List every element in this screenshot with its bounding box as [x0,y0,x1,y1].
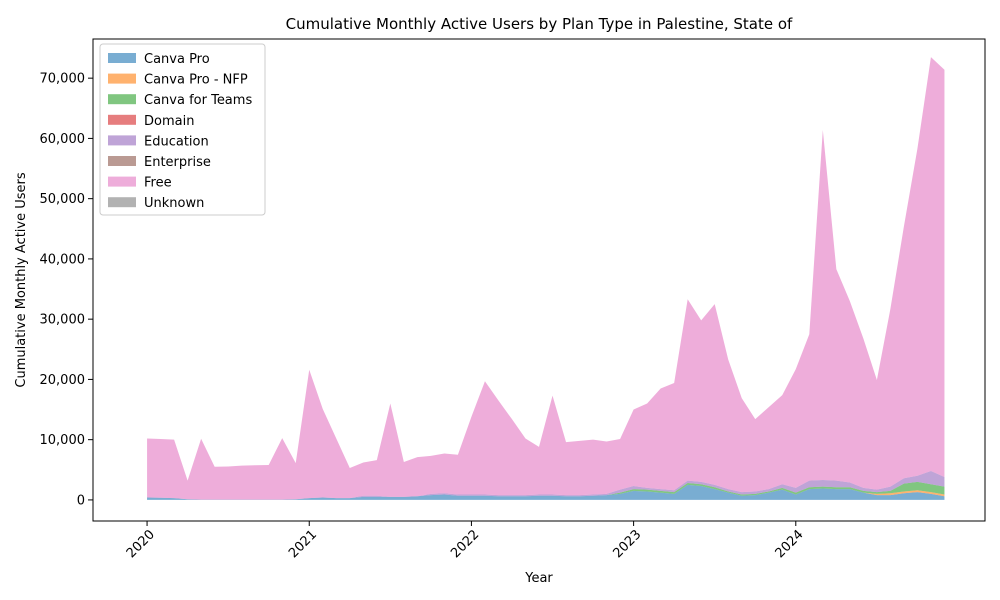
y-tick-label: 0 [77,493,85,508]
legend-swatch [108,114,136,125]
legend-label: Enterprise [144,155,211,170]
y-axis-title: Cumulative Monthly Active Users [14,172,29,387]
x-axis-title: Year [524,571,553,586]
legend-label: Canva for Teams [144,93,252,108]
legend-swatch [108,135,136,146]
area-series-4 [147,470,945,500]
legend-swatch [108,176,136,187]
y-tick-label: 10,000 [40,433,86,448]
x-tick-label: 2023 [610,527,644,561]
legend-label: Unknown [144,196,204,211]
legend-swatch [108,197,136,208]
y-tick-label: 30,000 [40,313,86,328]
y-tick-label: 50,000 [40,192,86,207]
area-series-6 [147,57,945,500]
area-series-0 [147,484,945,500]
plot-frame [92,38,986,522]
legend-frame [99,43,266,216]
legend-label: Education [144,134,209,149]
legend-swatch [108,94,136,105]
x-tick-label: 2024 [773,527,807,561]
x-tick-label: 2022 [448,527,482,561]
legend-label: Domain [144,114,194,129]
legend: Canva Pro Canva Pro - NFP Canva for Teams D… [99,43,266,216]
y-axis: 0 10,000 20,000 30,000 40,000 50,000 60,000 70,… [40,72,93,508]
x-tick-label: 2021 [286,527,320,561]
legend-label: Canva Pro [144,52,210,67]
chart-title: Cumulative Monthly Active Users by Plan … [286,15,793,33]
y-tick-label: 20,000 [40,373,86,388]
area-series-2 [147,481,945,500]
legend-swatch [108,156,136,166]
x-tick-label: 2020 [124,527,158,561]
y-tick-label: 60,000 [40,132,86,147]
legend-label: Canva Pro - NFP [144,73,248,88]
legend-label: Free [144,176,172,191]
y-tick-label: 40,000 [40,252,86,267]
legend-swatch [108,73,136,84]
y-tick-label: 70,000 [40,72,86,87]
area-layers [147,57,945,500]
x-axis: 2020 2021 2022 2023 2024 [124,521,807,561]
legend-swatch [108,53,136,63]
